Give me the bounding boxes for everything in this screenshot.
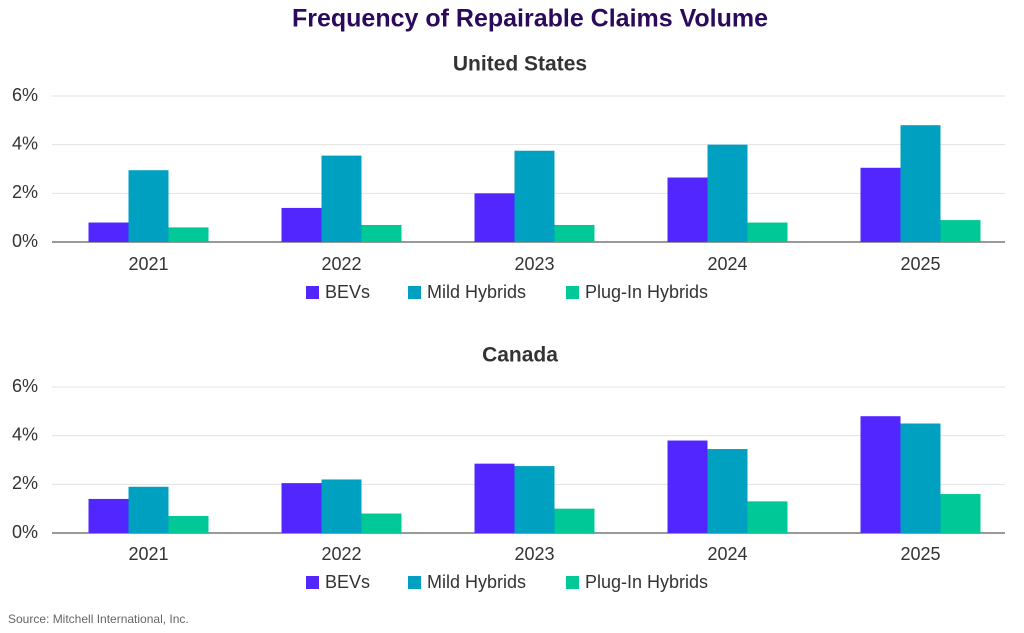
bar bbox=[900, 125, 941, 242]
legend-label: Plug-In Hybrids bbox=[585, 282, 708, 302]
bar bbox=[361, 513, 402, 533]
bar bbox=[474, 463, 515, 533]
x-tick-label: 2025 bbox=[900, 544, 940, 564]
x-tick-label: 2024 bbox=[707, 254, 747, 274]
bar bbox=[940, 494, 981, 533]
x-tick-label: 2022 bbox=[321, 544, 361, 564]
legend-label: BEVs bbox=[325, 572, 370, 592]
bar bbox=[707, 449, 748, 533]
bar bbox=[168, 515, 209, 533]
chart-title: United States bbox=[453, 53, 587, 76]
bar bbox=[88, 222, 129, 242]
bar bbox=[940, 220, 981, 242]
y-tick-label: 0% bbox=[12, 522, 38, 542]
x-tick-label: 2021 bbox=[128, 544, 168, 564]
page-title: Frequency of Repairable Claims Volume bbox=[292, 5, 768, 33]
bar bbox=[281, 483, 322, 533]
bar bbox=[667, 440, 708, 533]
x-tick-label: 2022 bbox=[321, 254, 361, 274]
legend-label: Mild Hybrids bbox=[427, 572, 526, 592]
legend-swatch bbox=[408, 576, 421, 589]
bar bbox=[321, 155, 362, 242]
bar bbox=[747, 222, 788, 242]
bar bbox=[514, 150, 555, 242]
bar bbox=[281, 207, 322, 242]
y-tick-label: 6% bbox=[12, 376, 38, 396]
bar bbox=[860, 167, 901, 242]
bar bbox=[88, 498, 129, 533]
bar bbox=[747, 501, 788, 533]
y-tick-label: 2% bbox=[12, 182, 38, 202]
x-tick-label: 2021 bbox=[128, 254, 168, 274]
bar bbox=[474, 193, 515, 242]
bar bbox=[554, 508, 595, 533]
y-tick-label: 4% bbox=[12, 133, 38, 153]
x-tick-label: 2024 bbox=[707, 544, 747, 564]
x-tick-label: 2023 bbox=[514, 254, 554, 274]
bar bbox=[707, 144, 748, 242]
source-note: Source: Mitchell International, Inc. bbox=[8, 612, 189, 626]
y-tick-label: 4% bbox=[12, 424, 38, 444]
bar bbox=[361, 224, 402, 242]
y-tick-label: 6% bbox=[12, 85, 38, 105]
legend-swatch bbox=[566, 576, 579, 589]
bar bbox=[514, 466, 555, 533]
y-tick-label: 0% bbox=[12, 231, 38, 251]
bar bbox=[667, 177, 708, 242]
legend-swatch bbox=[408, 286, 421, 299]
legend-label: Mild Hybrids bbox=[427, 282, 526, 302]
bar bbox=[321, 479, 362, 533]
bar bbox=[554, 224, 595, 242]
x-tick-label: 2023 bbox=[514, 544, 554, 564]
y-tick-label: 2% bbox=[12, 473, 38, 493]
legend-swatch bbox=[566, 286, 579, 299]
legend-label: BEVs bbox=[325, 282, 370, 302]
x-tick-label: 2025 bbox=[900, 254, 940, 274]
bar bbox=[860, 416, 901, 533]
legend-label: Plug-In Hybrids bbox=[585, 572, 708, 592]
bar bbox=[128, 486, 169, 533]
bar bbox=[168, 227, 209, 242]
chart-title: Canada bbox=[482, 344, 558, 367]
bar bbox=[900, 423, 941, 533]
legend-swatch bbox=[306, 286, 319, 299]
legend-swatch bbox=[306, 576, 319, 589]
bar bbox=[128, 170, 169, 242]
